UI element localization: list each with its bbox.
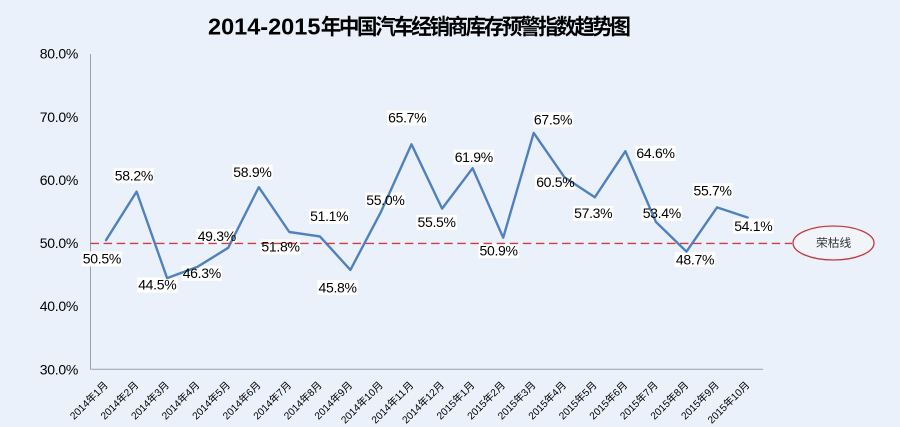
svg-text:65.7%: 65.7%: [388, 110, 426, 126]
svg-text:70.0%: 70.0%: [40, 109, 78, 125]
svg-text:60.0%: 60.0%: [40, 172, 78, 188]
svg-text:51.8%: 51.8%: [261, 239, 299, 255]
svg-text:54.1%: 54.1%: [734, 218, 772, 234]
svg-text:67.5%: 67.5%: [534, 111, 572, 127]
svg-text:61.9%: 61.9%: [455, 149, 493, 165]
svg-text:44.5%: 44.5%: [138, 277, 176, 293]
svg-text:60.5%: 60.5%: [536, 174, 574, 190]
svg-text:64.6%: 64.6%: [636, 145, 674, 161]
svg-text:57.3%: 57.3%: [574, 205, 612, 221]
svg-text:58.2%: 58.2%: [115, 167, 153, 183]
svg-text:53.4%: 53.4%: [643, 205, 681, 221]
svg-text:50.5%: 50.5%: [83, 251, 121, 267]
svg-text:30.0%: 30.0%: [40, 361, 78, 377]
svg-text:80.0%: 80.0%: [40, 46, 78, 62]
svg-text:50.0%: 50.0%: [40, 235, 78, 251]
svg-text:45.8%: 45.8%: [318, 279, 356, 295]
svg-text:51.1%: 51.1%: [310, 208, 348, 224]
svg-text:40.0%: 40.0%: [40, 298, 78, 314]
svg-text:46.3%: 46.3%: [183, 265, 221, 281]
svg-text:50.9%: 50.9%: [479, 242, 517, 258]
svg-text:55.7%: 55.7%: [693, 183, 731, 199]
svg-text:49.3%: 49.3%: [198, 228, 236, 244]
svg-text:2014-2015: 2014-2015: [208, 13, 320, 39]
svg-text:58.9%: 58.9%: [233, 164, 271, 180]
svg-text:48.7%: 48.7%: [676, 251, 714, 267]
svg-text:55.0%: 55.0%: [366, 192, 404, 208]
svg-text:55.5%: 55.5%: [417, 214, 455, 230]
